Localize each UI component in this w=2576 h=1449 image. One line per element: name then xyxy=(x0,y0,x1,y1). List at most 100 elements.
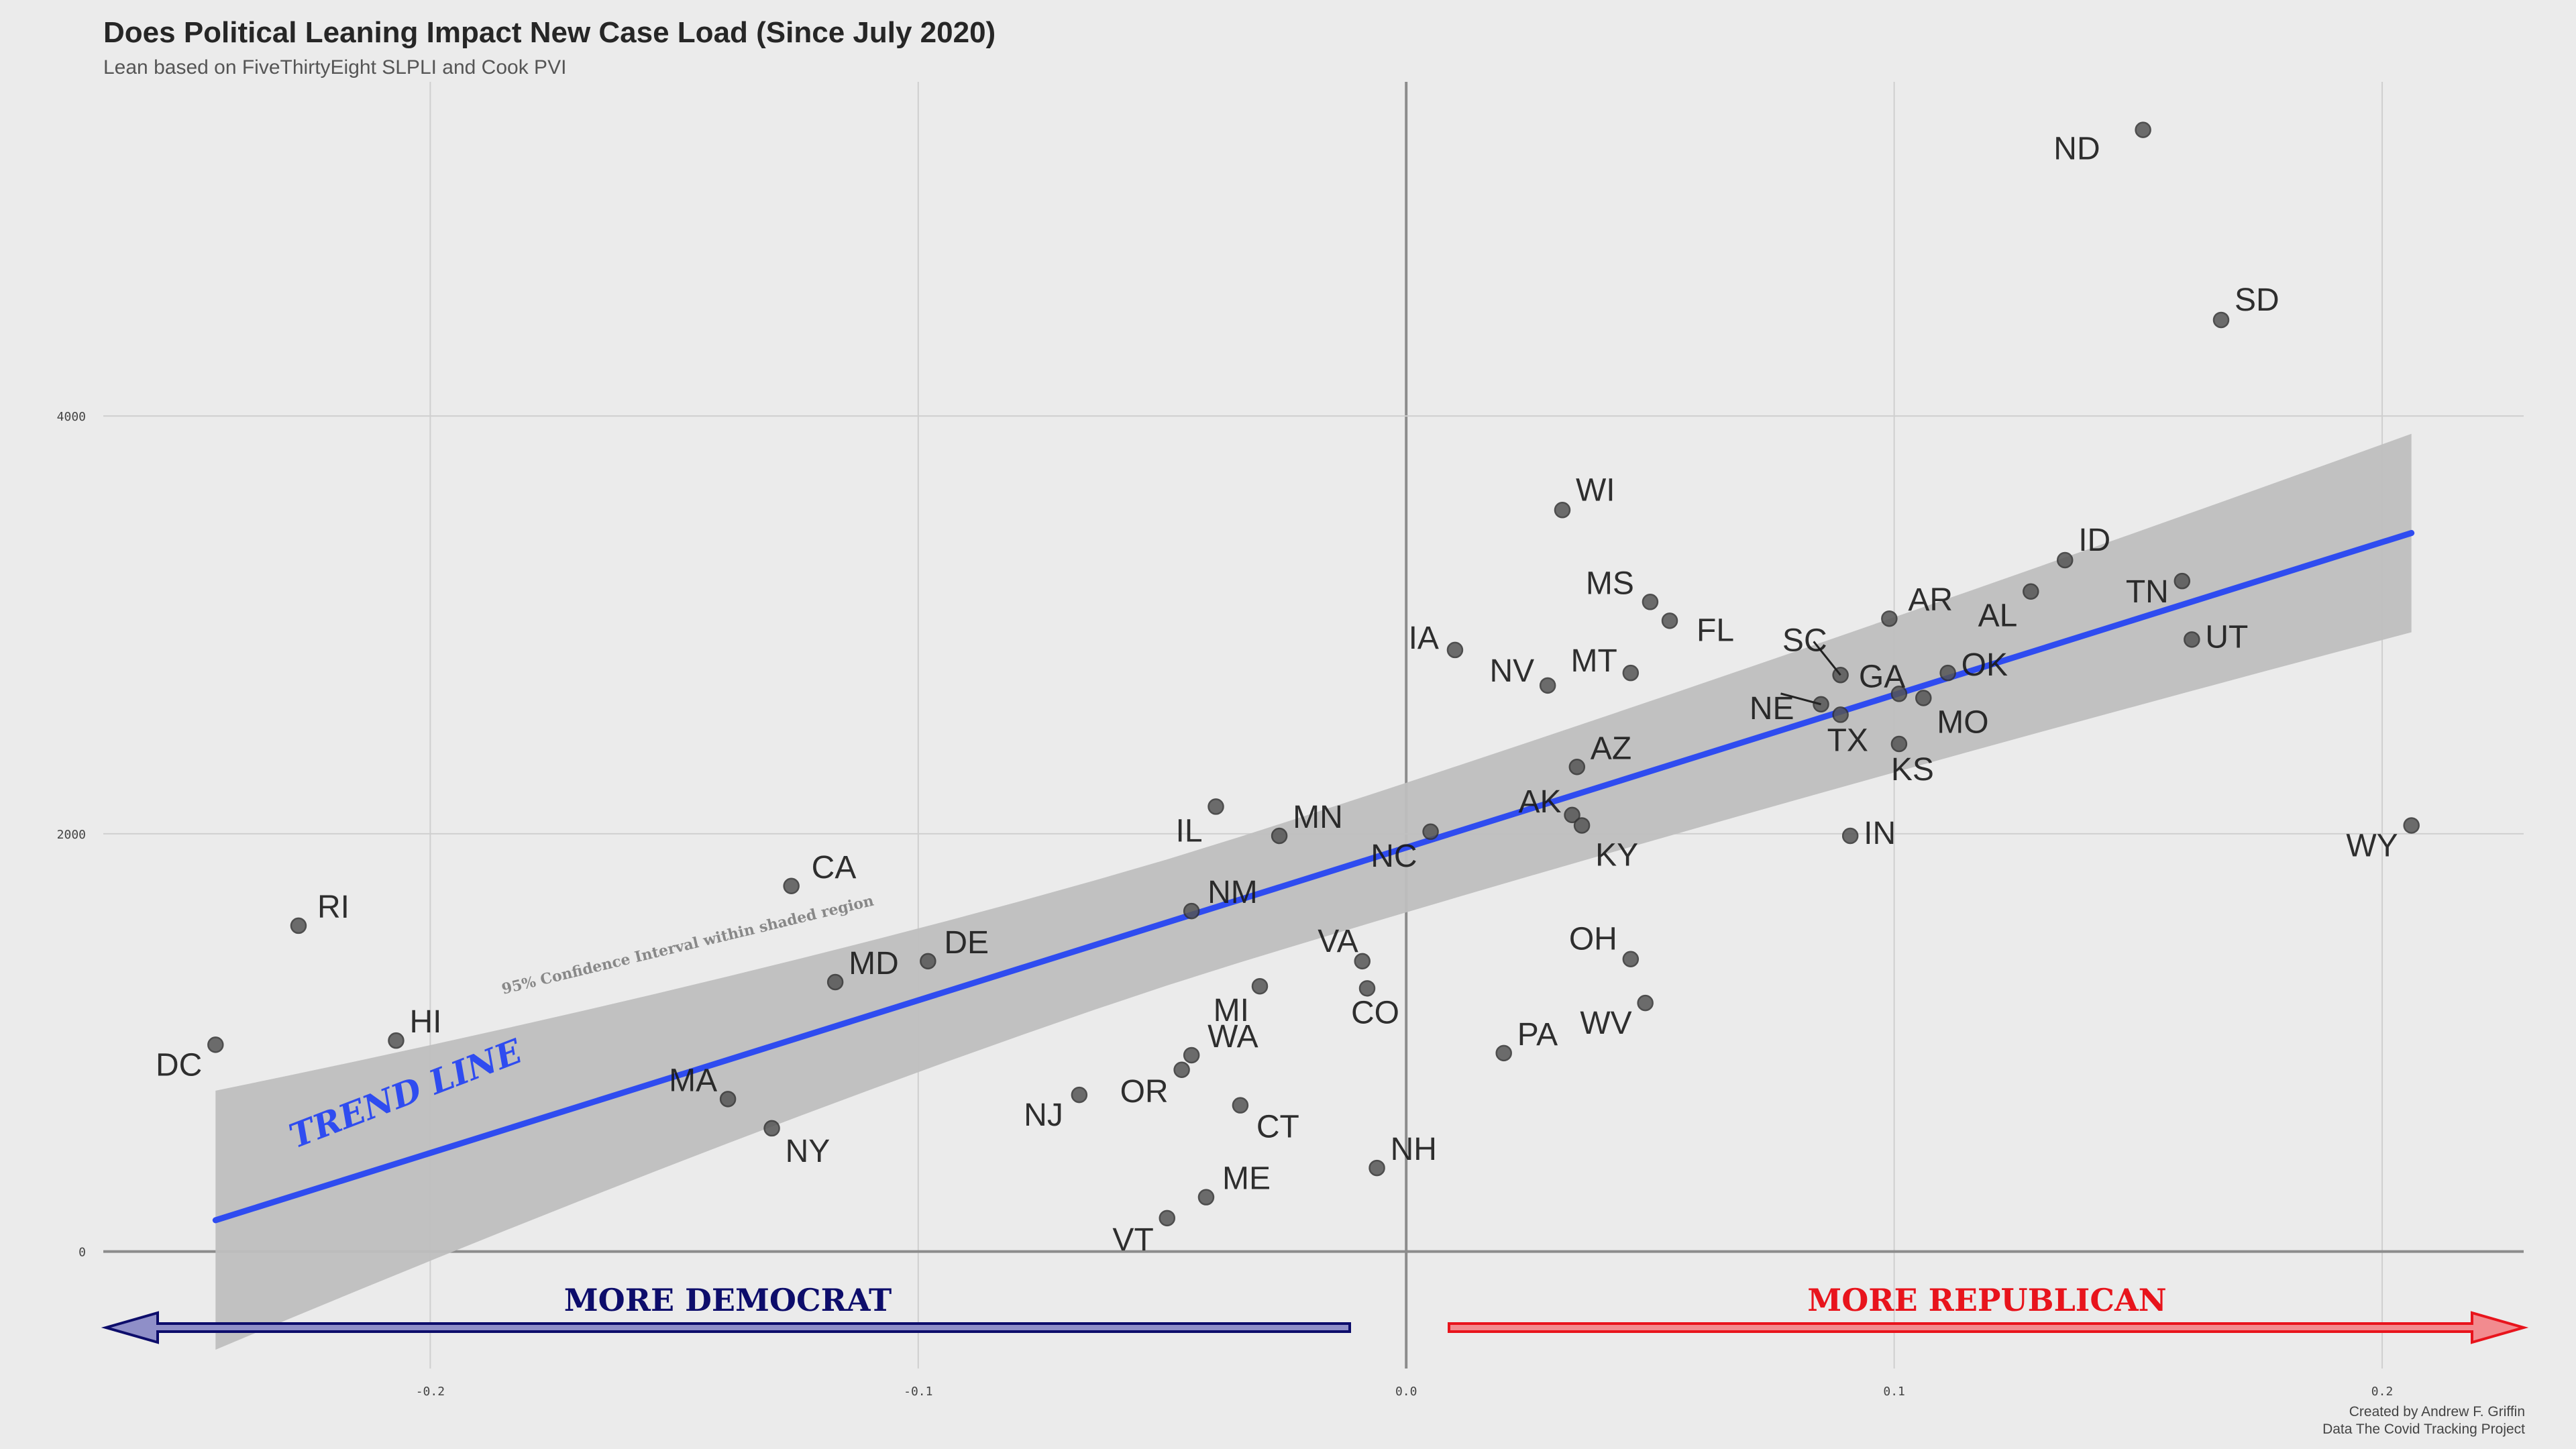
leader-sc xyxy=(1813,641,1841,676)
point-in xyxy=(1841,827,1859,845)
label-sd: SD xyxy=(2235,282,2279,318)
point-wa xyxy=(1183,1046,1200,1064)
point-ar xyxy=(1881,610,1898,627)
point-ok xyxy=(1939,664,1956,682)
point-mt xyxy=(1622,664,1640,682)
chart-subtitle: Lean based on FiveThirtyEight SLPLI and … xyxy=(103,56,567,78)
point-ma xyxy=(719,1091,737,1108)
data-points xyxy=(207,121,2420,1227)
label-wi: WI xyxy=(1576,472,1615,508)
point-al xyxy=(2023,583,2039,600)
point-nc xyxy=(1422,823,1439,841)
label-ks: KS xyxy=(1891,752,1934,788)
label-hi: HI xyxy=(409,1004,441,1040)
label-wy: WY xyxy=(2346,828,2398,863)
point-id xyxy=(2056,551,2074,569)
x-tick-label: 0.1 xyxy=(1883,1385,1905,1399)
point-ri xyxy=(290,917,307,934)
more-democrat-label: MORE DEMOCRAT xyxy=(564,1282,892,1318)
label-ia: IA xyxy=(1409,621,1439,656)
label-ar: AR xyxy=(1908,582,1953,618)
label-nj: NJ xyxy=(1024,1097,1063,1133)
label-ut: UT xyxy=(2205,619,2248,655)
label-wv: WV xyxy=(1580,1006,1631,1041)
point-wi xyxy=(1554,502,1571,519)
label-ri: RI xyxy=(317,890,350,925)
point-ct xyxy=(1232,1097,1249,1114)
label-wa: WA xyxy=(1208,1019,1258,1055)
x-tick-label: 0.0 xyxy=(1395,1385,1417,1399)
label-nh: NH xyxy=(1391,1132,1437,1167)
point-de xyxy=(920,953,936,970)
label-mt: MT xyxy=(1571,643,1617,679)
credit-source: Data The Covid Tracking Project xyxy=(2322,1421,2525,1437)
point-pa xyxy=(1495,1044,1512,1062)
label-me: ME xyxy=(1222,1161,1271,1197)
confidence-band-area xyxy=(215,433,2412,1350)
point-wy xyxy=(2403,817,2420,834)
point-il xyxy=(1208,798,1224,815)
y-tick-label: 4000 xyxy=(57,410,86,424)
label-id: ID xyxy=(2078,523,2110,558)
label-dc: DC xyxy=(156,1047,202,1083)
point-md xyxy=(826,973,844,991)
label-az: AZ xyxy=(1591,731,1631,766)
point-ga xyxy=(1890,686,1908,702)
chart-title: Does Political Leaning Impact New Case L… xyxy=(103,16,996,49)
point-nj xyxy=(1071,1086,1088,1104)
label-vt: VT xyxy=(1112,1222,1153,1258)
point-oh xyxy=(1622,951,1640,967)
point-co xyxy=(1358,980,1376,997)
label-ms: MS xyxy=(1586,566,1634,601)
label-co: CO xyxy=(1351,995,1399,1030)
label-va: VA xyxy=(1318,924,1358,959)
credits: Created by Andrew F. Griffin Data The Co… xyxy=(2322,1403,2525,1438)
label-ca: CA xyxy=(812,850,857,885)
point-fl xyxy=(1661,612,1678,629)
label-ga: GA xyxy=(1859,659,1905,694)
point-hi xyxy=(388,1032,405,1049)
x-tick-label: -0.2 xyxy=(416,1385,445,1399)
lean-arrows: MORE DEMOCRAT MORE REPUBLICAN xyxy=(101,1282,2529,1344)
label-ct: CT xyxy=(1256,1110,1299,1145)
x-tick-label: -0.1 xyxy=(904,1385,932,1399)
label-pa: PA xyxy=(1517,1017,1558,1053)
point-or xyxy=(1173,1061,1190,1078)
point-ut xyxy=(2184,631,2200,648)
label-mi: MI xyxy=(1214,993,1249,1028)
point-tx xyxy=(1832,706,1849,723)
confidence-band xyxy=(215,433,2412,1350)
point-va xyxy=(1354,953,1371,970)
label-sc: SC xyxy=(1782,623,1827,658)
point-ms xyxy=(1642,594,1659,610)
label-nm: NM xyxy=(1208,875,1258,910)
label-ne: NE xyxy=(1750,691,1794,727)
point-nd xyxy=(2135,121,2151,138)
label-tn: TN xyxy=(2126,574,2169,610)
point-nm xyxy=(1183,902,1200,920)
label-nd: ND xyxy=(2053,131,2100,167)
label-fl: FL xyxy=(1697,612,1734,648)
point-mn xyxy=(1271,827,1288,845)
label-mn: MN xyxy=(1293,800,1343,835)
label-ky: KY xyxy=(1595,837,1638,873)
point-tn xyxy=(2174,572,2191,590)
point-ak xyxy=(1564,806,1580,824)
label-or: OR xyxy=(1120,1074,1169,1110)
leader-ne xyxy=(1780,692,1821,706)
label-ny: NY xyxy=(786,1134,830,1169)
point-mo xyxy=(1915,690,1932,706)
label-nv: NV xyxy=(1489,653,1534,689)
label-oh: OH xyxy=(1569,922,1617,957)
label-md: MD xyxy=(849,946,899,981)
more-republican-label: MORE REPUBLICAN xyxy=(1807,1282,2166,1318)
x-tick-label: 0.2 xyxy=(2371,1385,2394,1399)
credit-author: Created by Andrew F. Griffin xyxy=(2349,1404,2525,1419)
point-nv xyxy=(1539,677,1556,694)
label-ak: AK xyxy=(1519,784,1562,820)
label-al: AL xyxy=(1978,598,2018,634)
point-dc xyxy=(207,1036,224,1053)
label-mo: MO xyxy=(1937,705,1988,741)
republican-arrow xyxy=(1448,1311,2529,1344)
